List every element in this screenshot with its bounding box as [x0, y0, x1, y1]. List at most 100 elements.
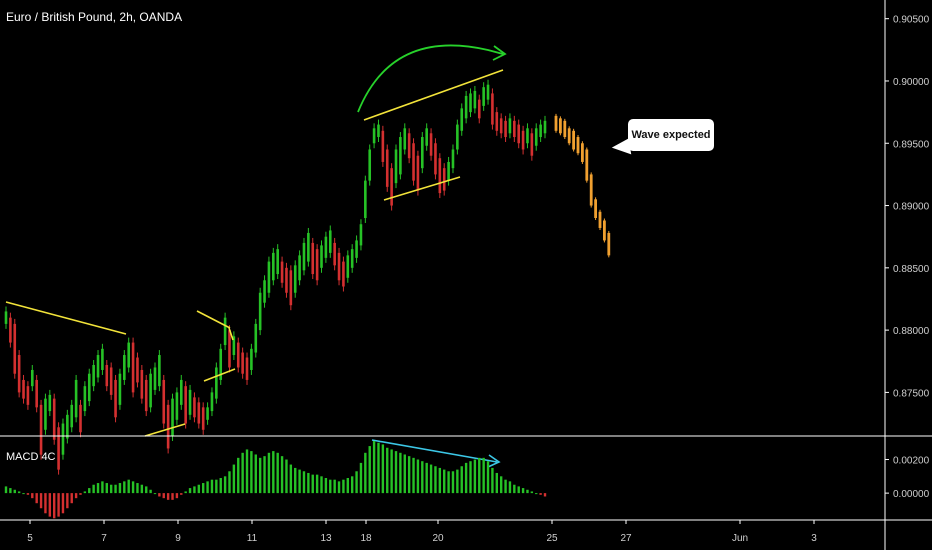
candle-body [513, 120, 516, 138]
macd-bar [250, 451, 253, 494]
macd-bar [258, 457, 262, 494]
candle-body [4, 311, 8, 324]
macd-bar [280, 456, 284, 494]
macd-bar [219, 478, 222, 494]
candle-body [486, 84, 490, 100]
time-tick-label: 11 [247, 533, 258, 544]
macd-bar [416, 459, 420, 494]
macd-tick-label: 0.00000 [893, 489, 930, 500]
candle-body [184, 386, 187, 424]
candle-body [346, 255, 350, 278]
macd-bar [491, 467, 494, 494]
macd-bar [333, 479, 336, 494]
price-tick-label: 0.88000 [893, 326, 930, 337]
macd-bar [140, 484, 144, 494]
candle-body [438, 158, 442, 194]
candle-body [9, 317, 12, 343]
macd-bar [447, 471, 450, 494]
projection-bar [589, 174, 593, 206]
time-tick-label: 25 [546, 533, 558, 544]
candle-body [328, 230, 332, 253]
candle-body [543, 120, 547, 134]
macd-bar [302, 471, 306, 494]
candle-body [114, 379, 117, 418]
candle-body [193, 397, 196, 418]
macd-bar [364, 452, 367, 494]
macd-bar [131, 481, 135, 494]
candle-body [57, 427, 60, 470]
candle-body [35, 379, 38, 408]
candle-body [66, 414, 69, 439]
candle-body [315, 249, 319, 281]
price-tick-label: 0.88500 [893, 264, 930, 275]
time-tick-label: 7 [101, 533, 107, 544]
candle-body [451, 149, 455, 169]
macd-bar [521, 488, 525, 494]
candle-body [92, 364, 95, 387]
candle-body [403, 128, 407, 150]
macd-bar [482, 457, 485, 494]
macd-bar [429, 464, 433, 494]
macd-bar [22, 493, 25, 495]
candle-body [13, 323, 17, 374]
candle-body [482, 87, 485, 106]
candle-body [293, 265, 297, 293]
candle-body [131, 342, 135, 393]
candle-body [22, 379, 25, 399]
candle-body [456, 124, 459, 150]
macd-bar [456, 469, 459, 494]
candle-body [368, 149, 372, 181]
macd-bar [272, 451, 275, 494]
macd-bar [162, 493, 165, 499]
macd-bar [535, 493, 538, 495]
macd-bar [486, 461, 490, 494]
projection-bar [563, 120, 567, 138]
time-tick-label: Jun [732, 533, 748, 544]
price-tick-label: 0.87500 [893, 388, 930, 399]
macd-bar [201, 483, 205, 494]
macd-bar [298, 469, 301, 494]
time-tick-label: 20 [432, 533, 444, 544]
candle-body [539, 124, 542, 138]
candle-body [311, 242, 315, 275]
macd-bar [407, 456, 411, 494]
projection-bar [598, 211, 602, 228]
candle-body [508, 118, 512, 134]
chart-title: Euro / British Pound, 2h, OANDA [6, 10, 183, 24]
candle-body [166, 404, 170, 449]
macd-tick-label: 0.00200 [893, 456, 930, 467]
macd-bar [263, 456, 266, 494]
macd-bar [377, 442, 380, 494]
price-tick-label: 0.90500 [893, 15, 930, 26]
macd-bar [4, 486, 8, 494]
wave-expected-callout: Wave expected [628, 119, 714, 151]
candle-body [201, 407, 205, 430]
time-tick-label: 3 [811, 533, 817, 544]
macd-bar [267, 452, 271, 494]
projection-bar [554, 115, 558, 131]
macd-bar [39, 493, 43, 509]
candle-body [197, 402, 201, 424]
candle-body [223, 317, 227, 346]
candle-body [70, 404, 74, 428]
macd-bar [495, 472, 498, 494]
macd-bar [359, 462, 363, 494]
macd-bar [399, 452, 402, 494]
macd-bar [215, 479, 218, 494]
candle-body [359, 224, 363, 246]
macd-bar [127, 479, 130, 494]
macd-bar [92, 484, 95, 494]
macd-bar [469, 461, 472, 494]
macd-bar [109, 484, 113, 494]
macd-bar [96, 483, 100, 494]
macd-bar [276, 452, 279, 494]
macd-bar [232, 464, 236, 494]
macd-bar [149, 489, 152, 494]
candle-body [298, 255, 301, 281]
candle-body [464, 95, 468, 119]
macd-bar [412, 457, 415, 494]
macd-bar [539, 493, 542, 495]
candle-body [144, 379, 148, 412]
